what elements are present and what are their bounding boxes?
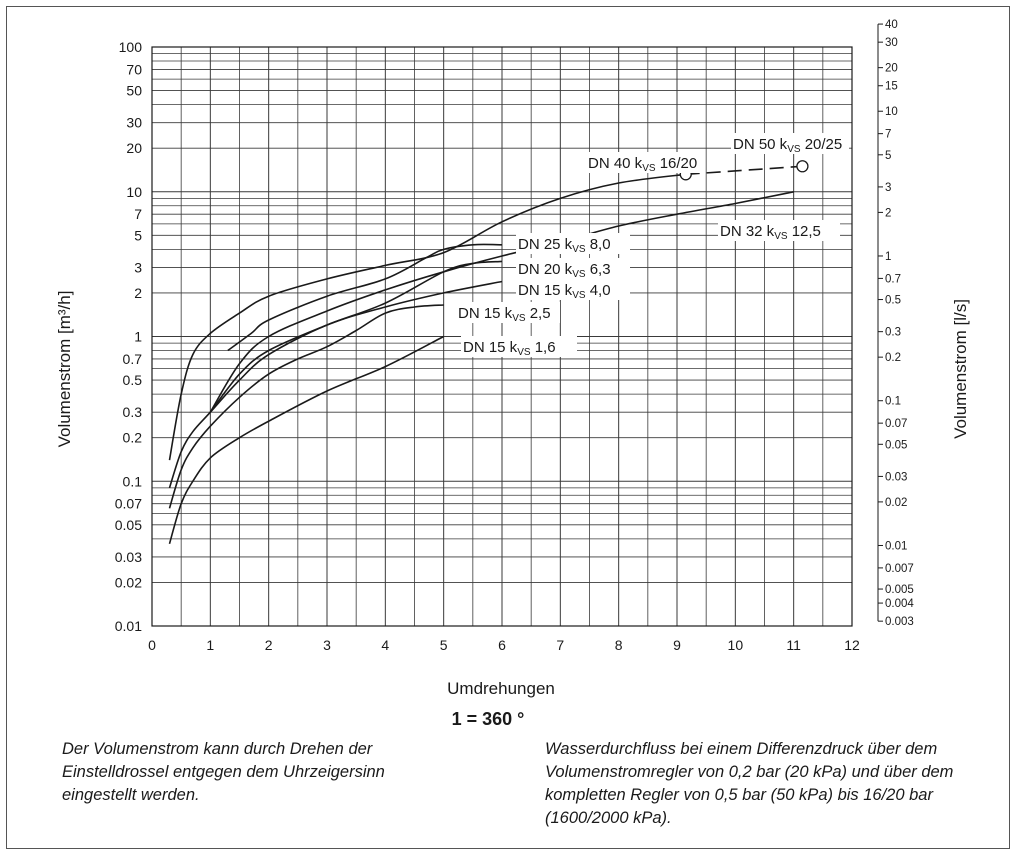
y-tick-label-left: 0.5	[123, 372, 143, 388]
chart-marks: DN 50 kVS 20/25 DN 40 kVS 16/20 DN 32 kVS …	[456, 133, 849, 358]
x-tick-label: 10	[728, 637, 744, 653]
label-dn32-bg	[718, 220, 840, 241]
y-tick-label-left: 3	[134, 259, 142, 275]
label-dn40-bg	[586, 152, 702, 173]
label-dn20-bg	[516, 258, 630, 279]
label-dn15-4-0: DN 15 kVS 4,0	[518, 282, 611, 301]
y-tick-label-right: 0.2	[885, 352, 901, 364]
y-tick-label-left: 20	[126, 140, 142, 156]
y-tick-label-right: 0.005	[885, 584, 914, 596]
label-dn25: DN 25 kVS 8,0	[518, 236, 611, 255]
x-axis-title: Umdrehungen	[447, 679, 555, 698]
x-tick-label: 3	[323, 637, 331, 653]
label-dn40: DN 40 kVS 16/20	[588, 155, 697, 174]
caption-right: Wasserdurchfluss bei einem Differenzdruc…	[545, 740, 954, 827]
label-dn25-bg	[516, 233, 630, 254]
y-tick-label-right: 0.05	[885, 439, 907, 451]
y-tick-label-right: 3	[885, 182, 891, 194]
curve-dn50-kvs-20-25	[685, 165, 803, 176]
y-tick-label-left: 1	[134, 329, 142, 345]
x-tick-label: 5	[440, 637, 448, 653]
y-tick-label-right: 0.7	[885, 273, 901, 285]
plot-border	[151, 46, 853, 627]
label-dn15-2-5: DN 15 kVS 2,5	[458, 305, 551, 324]
label-dn32: DN 32 kVS 12,5	[720, 223, 821, 242]
y-tick-label-right: 30	[885, 37, 898, 49]
label-dn20: DN 20 kVS 6,3	[518, 261, 611, 280]
y-axis-title-left: Volumenstrom [m³/h]	[55, 291, 74, 448]
y-tick-label-right: 0.003	[885, 616, 914, 628]
label-dn50-bg	[731, 133, 849, 154]
y-tick-label-left: 70	[126, 61, 142, 77]
y-tick-label-right: 0.3	[885, 327, 901, 339]
x-tick-label: 11	[786, 637, 801, 653]
y-tick-label-left: 0.2	[123, 430, 143, 446]
curve-dn40-kvs-16-20	[168, 173, 686, 461]
x-tick-label: 6	[498, 637, 506, 653]
y-tick-label-left: 100	[119, 39, 143, 55]
x-tick-label: 9	[673, 637, 681, 653]
x-axis-note: 1 = 360 °	[452, 709, 525, 729]
y-tick-label-right: 1	[885, 251, 891, 263]
y-tick-label-left: 0.07	[115, 496, 142, 512]
x-tick-label: 2	[265, 637, 273, 653]
caption-left: Der Volumenstrom kann durch Drehen der E…	[62, 740, 385, 804]
y-tick-label-right: 7	[885, 129, 891, 141]
y-tick-label-right: 40	[885, 19, 898, 31]
label-dn15-2-5-bg	[456, 302, 560, 323]
y-tick-label-left: 7	[134, 206, 142, 222]
y-tick-label-left: 0.02	[115, 574, 142, 590]
y-tick-label-right: 10	[885, 106, 898, 118]
y-tick-label-right: 0.01	[885, 540, 907, 552]
figure-frame	[6, 6, 1010, 849]
curve-dn32-kvs-12-5	[209, 191, 794, 413]
y-tick-label-left: 0.05	[115, 517, 142, 533]
y-tick-label-left: 0.7	[123, 351, 143, 367]
marker-dn50-end	[796, 160, 809, 173]
curve-dn15-kvs-2-5	[168, 304, 444, 509]
y-tick-label-left: 50	[126, 83, 142, 99]
label-dn15-1-6-bg	[461, 336, 577, 357]
y-tick-label-right: 0.02	[885, 497, 907, 509]
y-tick-label-right: 0.1	[885, 396, 901, 408]
chart-axes: 0 1 2 3 4 5 6 7 8 9 10 11 121007050302010753210.70.5…	[115, 19, 915, 653]
y-tick-label-right: 0.007	[885, 563, 914, 575]
x-tick-label: 12	[844, 637, 860, 653]
x-tick-label: 7	[556, 637, 564, 653]
label-dn15-1-6: DN 15 kVS 1,6	[463, 339, 556, 358]
x-tick-label: 1	[206, 637, 214, 653]
y-tick-label-left: 2	[134, 285, 142, 301]
y-tick-label-right: 15	[885, 81, 898, 93]
label-dn50: DN 50 kVS 20/25	[733, 136, 842, 155]
x-tick-label: 4	[381, 637, 389, 653]
y-tick-label-right: 0.07	[885, 418, 907, 430]
y-tick-label-left: 0.03	[115, 549, 142, 565]
y-tick-label-right: 5	[885, 150, 891, 162]
y-axis-title-right: Volumenstrom [l/s]	[951, 299, 970, 439]
chart-curves	[168, 165, 803, 545]
y-tick-label-right: 2	[885, 207, 891, 219]
y-tick-label-right: 0.5	[885, 295, 901, 307]
y-tick-label-left: 10	[126, 184, 142, 200]
y-tick-label-left: 0.01	[115, 618, 142, 634]
y-tick-label-left: 30	[126, 115, 142, 131]
curve-dn25-kvs-8-0	[227, 243, 503, 352]
y-tick-label-right: 0.004	[885, 598, 914, 610]
y-tick-label-left: 5	[134, 227, 142, 243]
y-tick-label-right: 20	[885, 63, 898, 75]
y-tick-label-left: 0.3	[123, 404, 143, 420]
y-tick-label-right: 0.03	[885, 471, 907, 483]
label-dn15-4-0-bg	[516, 279, 630, 300]
x-tick-label: 8	[615, 637, 623, 653]
x-tick-label: 0	[148, 637, 156, 653]
y-tick-label-left: 0.1	[123, 473, 143, 489]
curve-dn15-kvs-4-0	[168, 280, 503, 489]
curve-dn15-kvs-1-6	[168, 335, 445, 545]
